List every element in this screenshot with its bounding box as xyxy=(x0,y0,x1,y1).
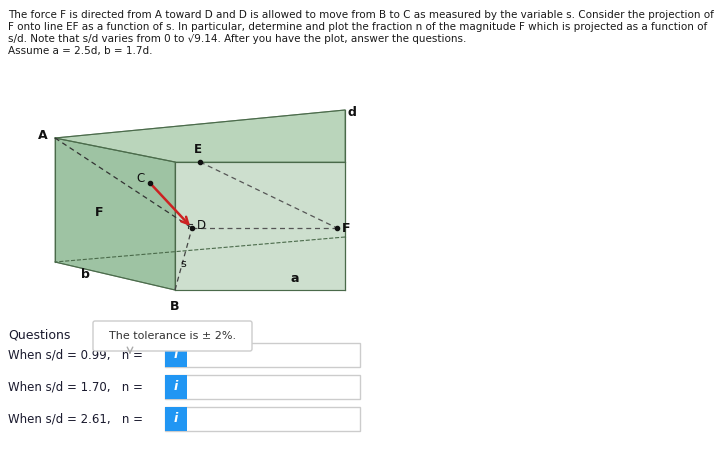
FancyBboxPatch shape xyxy=(165,407,187,431)
FancyBboxPatch shape xyxy=(93,321,252,351)
Text: i: i xyxy=(174,412,178,426)
FancyBboxPatch shape xyxy=(165,343,187,367)
FancyBboxPatch shape xyxy=(165,407,360,431)
Text: Assume a = 2.5d, b = 1.7d.: Assume a = 2.5d, b = 1.7d. xyxy=(8,46,152,56)
Text: When s/d = 2.61,   n =: When s/d = 2.61, n = xyxy=(8,412,143,426)
Text: s/d. Note that s/d varies from 0 to √9.14. After you have the plot, answer the q: s/d. Note that s/d varies from 0 to √9.1… xyxy=(8,34,467,44)
Text: The force F is directed from A toward D and D is allowed to move from B to C as : The force F is directed from A toward D … xyxy=(8,10,714,20)
Text: D: D xyxy=(197,219,206,231)
Text: F: F xyxy=(342,221,350,235)
Text: When s/d = 0.99,   n =: When s/d = 0.99, n = xyxy=(8,348,143,362)
Text: i: i xyxy=(174,381,178,393)
Text: The tolerance is ± 2%.: The tolerance is ± 2%. xyxy=(109,331,236,341)
Text: F: F xyxy=(95,206,103,219)
Polygon shape xyxy=(55,110,345,162)
Text: a: a xyxy=(290,272,299,284)
Text: A: A xyxy=(39,128,48,142)
Text: When s/d = 1.70,   n =: When s/d = 1.70, n = xyxy=(8,381,143,393)
Text: b: b xyxy=(81,268,90,282)
Text: F onto line EF as a function of s. In particular, determine and plot the fractio: F onto line EF as a function of s. In pa… xyxy=(8,22,707,32)
Text: C: C xyxy=(137,172,145,184)
FancyBboxPatch shape xyxy=(165,375,187,399)
FancyBboxPatch shape xyxy=(165,375,360,399)
Text: Questions: Questions xyxy=(8,328,71,341)
Text: E: E xyxy=(194,143,202,156)
FancyBboxPatch shape xyxy=(165,343,360,367)
Polygon shape xyxy=(55,138,175,290)
Text: s: s xyxy=(180,259,186,269)
Polygon shape xyxy=(175,162,345,290)
Text: d: d xyxy=(348,106,357,118)
Text: i: i xyxy=(174,348,178,362)
Text: B: B xyxy=(170,300,180,313)
